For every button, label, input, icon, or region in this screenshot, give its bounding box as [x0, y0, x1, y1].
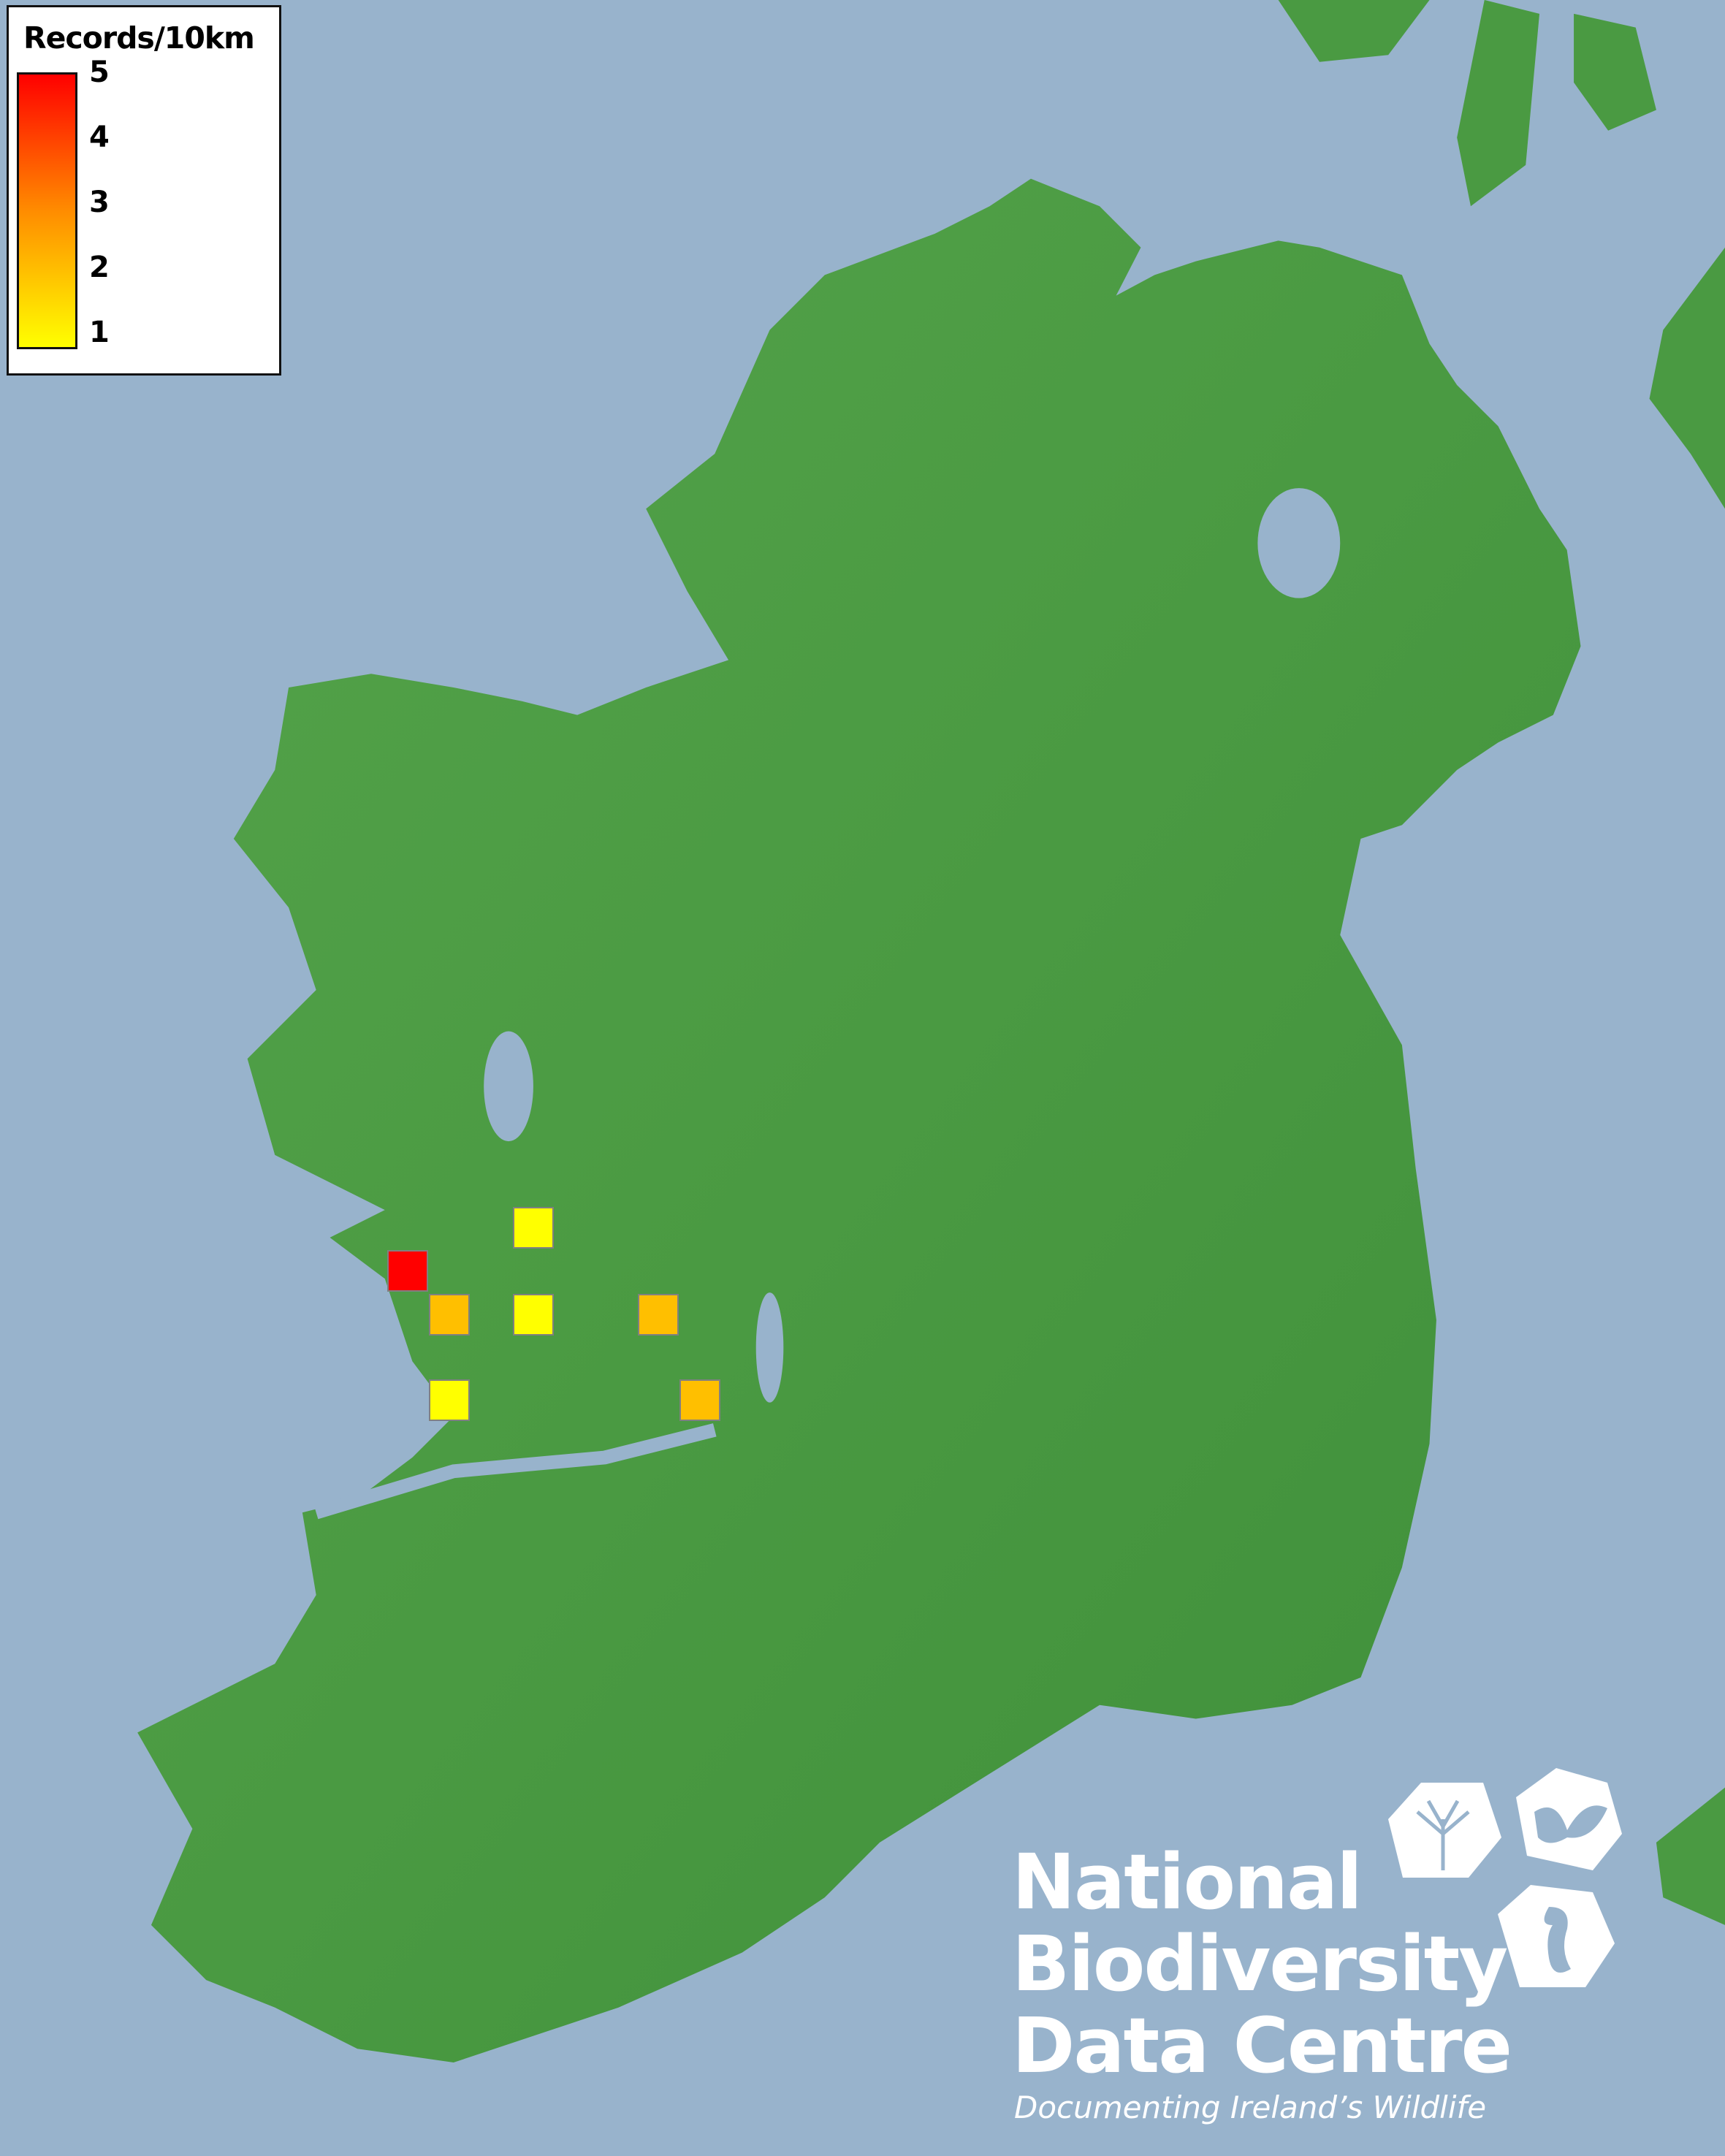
butterfly-icon: [1516, 1768, 1622, 1870]
logo-tagline: Documenting Ireland’s Wildlife: [1014, 2090, 1487, 2125]
tree-icon: [1388, 1783, 1501, 1878]
lough-corrib: [484, 1031, 533, 1142]
legend-title: Records/10km: [23, 20, 255, 56]
logo-line: National: [1012, 1837, 1363, 1927]
shannon-estuary: [313, 1423, 717, 1520]
legend-tick: 5: [89, 56, 110, 89]
ireland-landmass: [137, 178, 1581, 2063]
scottish-island: [1457, 0, 1540, 207]
logo-line: Data Centre: [1012, 2001, 1512, 2090]
record-square[interactable]: [513, 1294, 554, 1336]
legend: Records/10km 5 4 3 2 1: [7, 5, 281, 376]
record-square[interactable]: [513, 1207, 554, 1249]
nbdc-logo-hexagons: [1388, 1768, 1622, 1987]
record-square[interactable]: [638, 1294, 679, 1336]
legend-tick: 1: [89, 316, 110, 349]
lough-neagh: [1257, 488, 1341, 598]
legend-tick: 4: [89, 121, 110, 154]
scotland-coast: [1278, 0, 1430, 62]
legend-tick: 3: [89, 186, 110, 219]
logo-line: Biodiversity: [1012, 1919, 1508, 2008]
record-square[interactable]: [429, 1379, 470, 1421]
wales-coast: [1656, 1787, 1725, 1925]
record-square[interactable]: [679, 1379, 720, 1421]
legend-tick: 2: [89, 251, 110, 284]
lough-derg: [755, 1292, 784, 1403]
legend-color-bar: [17, 72, 77, 349]
record-square[interactable]: [429, 1294, 470, 1336]
seahorse-icon: [1498, 1885, 1615, 1987]
nbdc-logo-text: National Biodiversity Data Centre: [1012, 1837, 1512, 2090]
record-square[interactable]: [387, 1250, 428, 1292]
scotland-mainland: [1649, 247, 1725, 509]
scottish-island-2: [1574, 13, 1656, 131]
